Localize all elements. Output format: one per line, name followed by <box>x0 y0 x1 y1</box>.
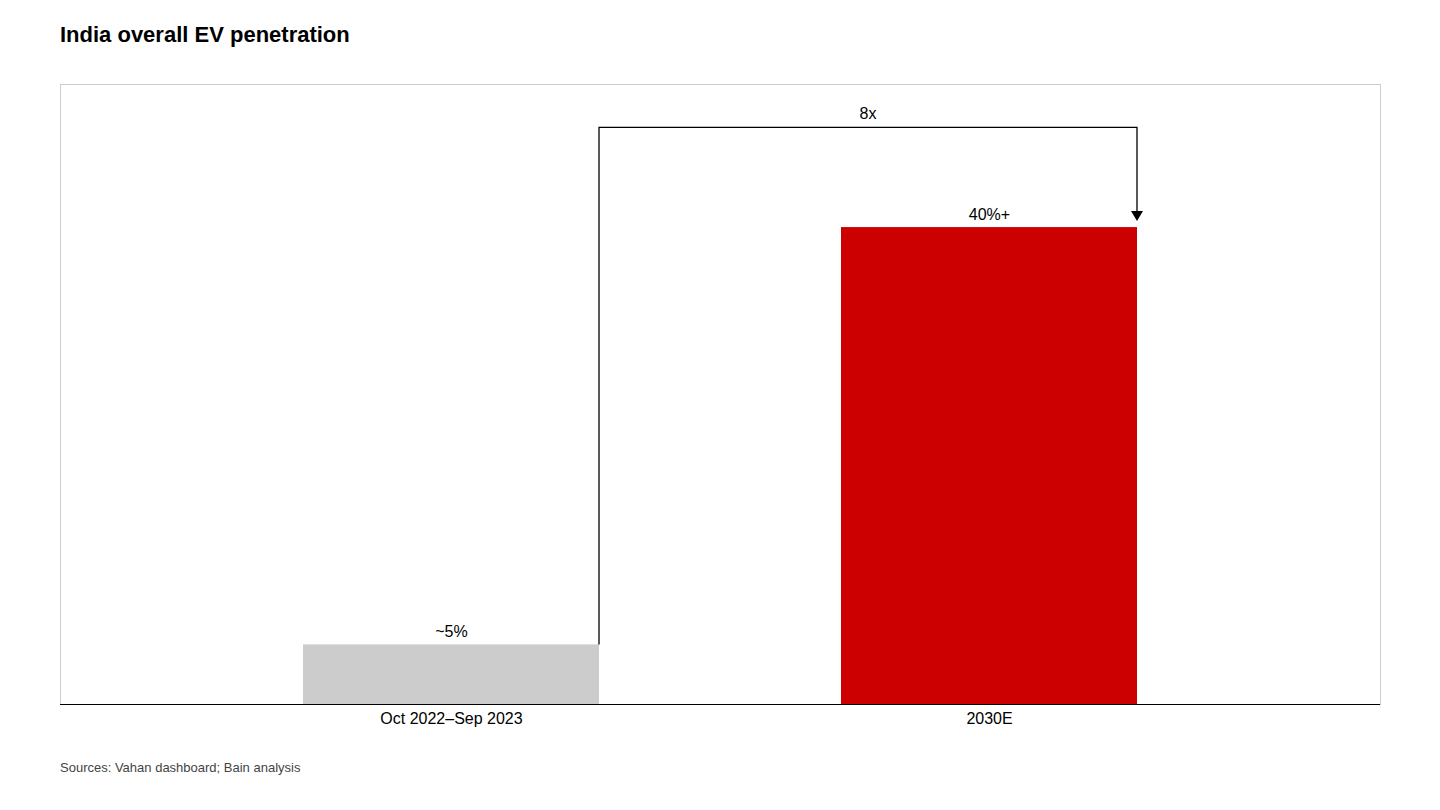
svg-text:~5%: ~5% <box>435 623 467 640</box>
svg-text:Oct 2022–Sep 2023: Oct 2022–Sep 2023 <box>380 710 522 727</box>
svg-text:40%+: 40%+ <box>969 206 1010 223</box>
svg-text:2030E: 2030E <box>966 710 1012 727</box>
svg-text:8x: 8x <box>860 105 877 122</box>
html-text:Sources: Vahan dashboard; Bain: Sources: Vahan dashboard; Bain analysis <box>60 760 301 775</box>
html-text:India overall EV penetration: India overall EV penetration <box>60 22 350 47</box>
